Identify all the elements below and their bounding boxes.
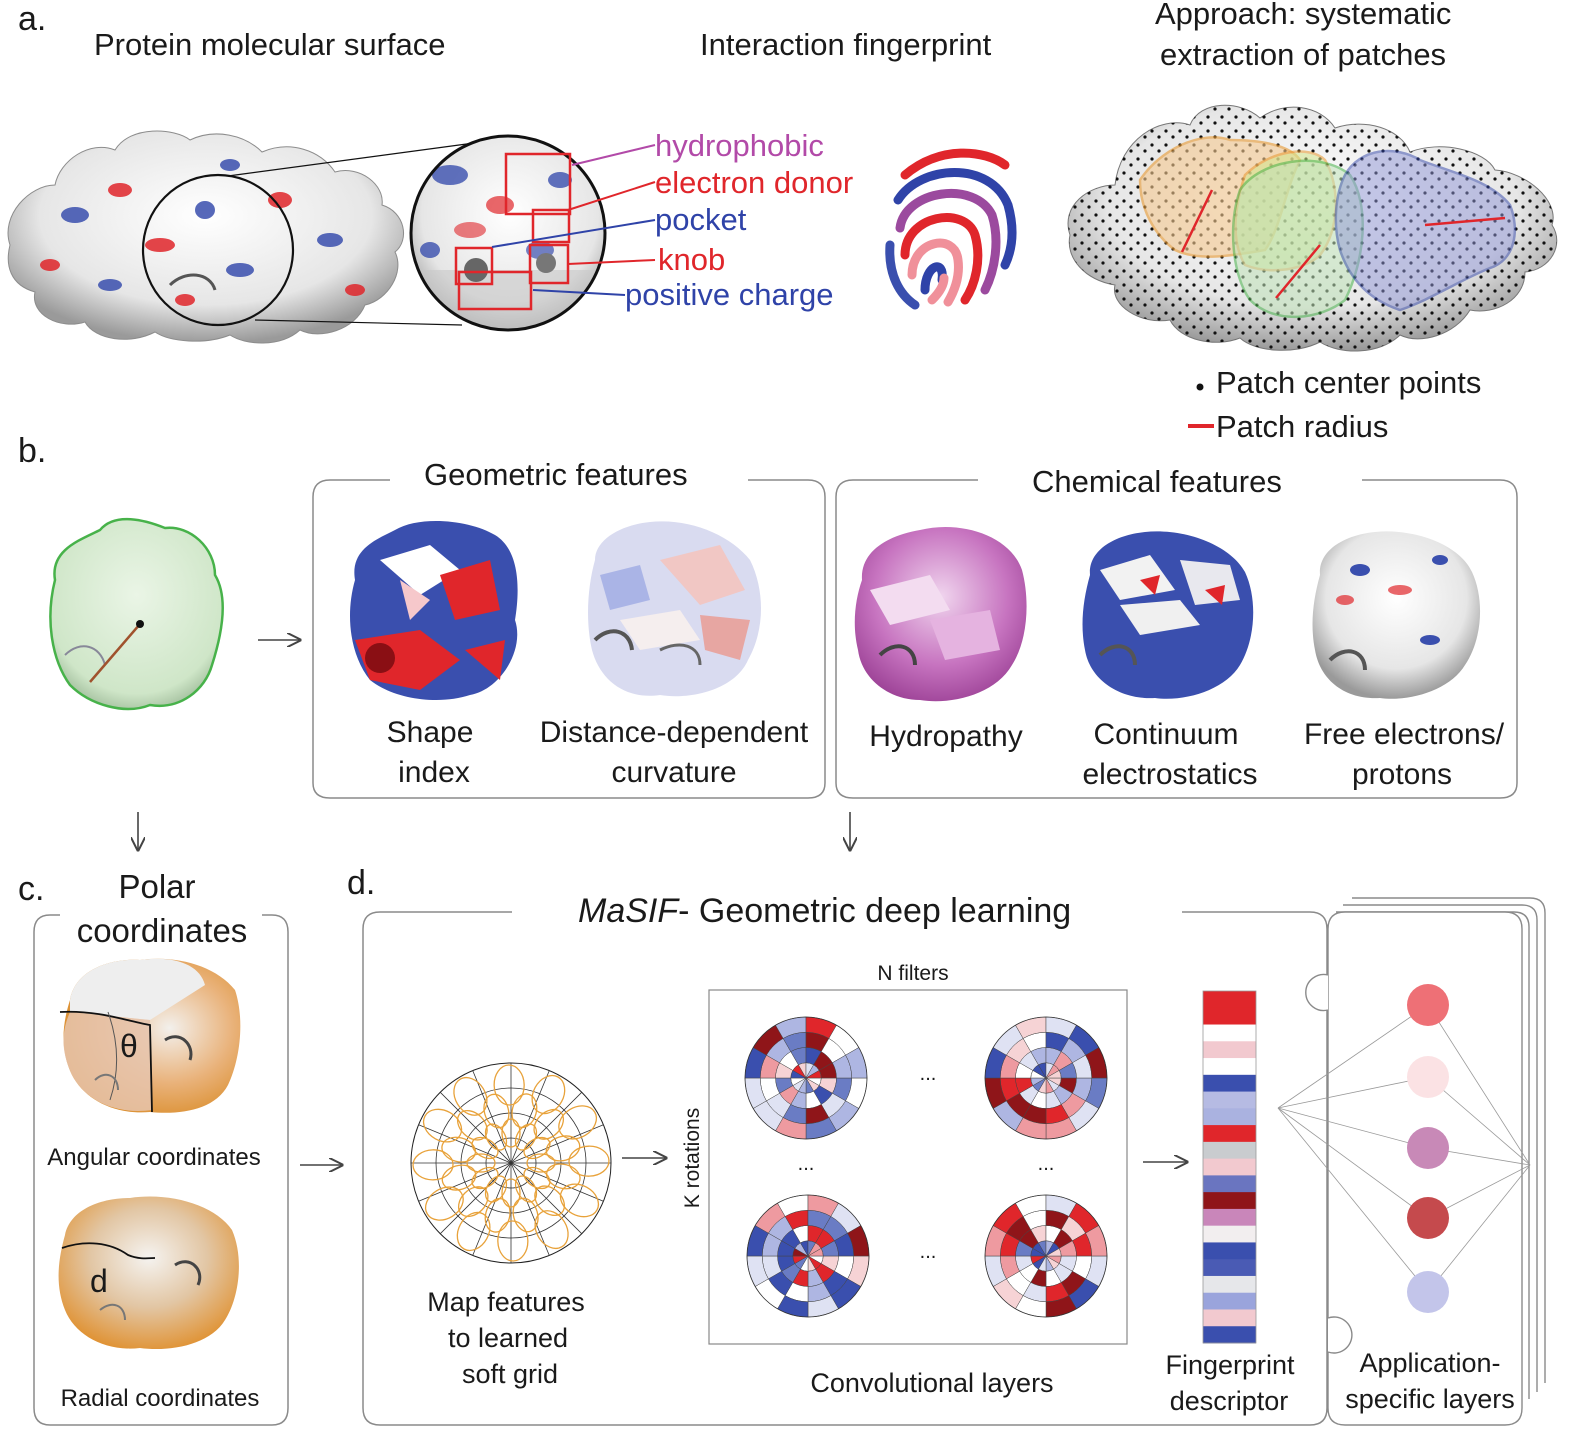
angular-coordinates-label: Angular coordinates [47, 1144, 260, 1171]
dots-bottom: ... [920, 1241, 937, 1263]
hydropathy-patch [854, 526, 1027, 702]
k-rotations-label: K rotations [681, 1108, 704, 1208]
polar-coordinates-box [33, 914, 289, 1426]
zoom-feature-labels: hydrophobic electron donor pocket knob p… [625, 128, 853, 312]
legend-radius: Patch radius [1216, 409, 1388, 444]
feature-hydropathy: Hydropathy [869, 720, 1022, 753]
conv-filters [744, 1016, 1108, 1318]
conv-layers-label: Convolutional layers [810, 1368, 1053, 1398]
chemical-features-box [835, 479, 1518, 799]
map-features-line2: to learned [448, 1323, 568, 1353]
label-knob: knob [658, 242, 725, 277]
shape-index-patch [350, 520, 518, 700]
masif-title-italic: MaSIF [578, 892, 680, 930]
chemical-features-title: Chemical features [1032, 464, 1282, 499]
polar-title-line1: Polar [118, 868, 195, 905]
radial-coordinates-illustration [58, 1196, 239, 1350]
label-positive-charge: positive charge [625, 277, 834, 312]
fingerprint-icon [885, 148, 1017, 310]
fingerprint-title: Interaction fingerprint [700, 27, 992, 62]
masif-title: MaSIF- Geometric deep learning [578, 892, 1071, 930]
feature-shape-index-line2: index [398, 756, 470, 789]
label-electron-donor: electron donor [655, 165, 853, 200]
masif-title-rest: - Geometric deep learning [678, 892, 1071, 930]
masif-box [362, 911, 1328, 1426]
surface-title: Protein molecular surface [94, 27, 446, 62]
feature-electrostatics-line2: electrostatics [1082, 758, 1257, 791]
legend-center-points: Patch center points [1216, 365, 1481, 400]
feature-captions: Shape index Distance-dependent curvature… [387, 716, 1505, 791]
application-layers-line1: Application- [1359, 1348, 1500, 1378]
panel-label-a: a. [18, 0, 46, 38]
panel-label-d: d. [347, 864, 375, 902]
free-electrons-patch [1312, 531, 1481, 699]
label-hydrophobic: hydrophobic [655, 128, 824, 163]
zoom-circle-illustration [409, 134, 656, 332]
feature-electrostatics-line1: Continuum [1093, 718, 1238, 751]
radial-coordinates-label: Radial coordinates [61, 1385, 260, 1412]
green-patch-illustration [49, 517, 224, 711]
application-layers-line2: specific layers [1345, 1384, 1515, 1414]
geometric-features-title: Geometric features [424, 457, 688, 492]
feature-curvature-line1: Distance-dependent [540, 716, 809, 749]
theta-symbol: θ [120, 1028, 138, 1064]
fingerprint-descriptor-line1: Fingerprint [1165, 1350, 1295, 1380]
approach-title-line2: extraction of patches [1160, 37, 1446, 72]
feature-free-electrons-line1: Free electrons/ [1304, 718, 1505, 751]
angular-coordinates-illustration [59, 958, 241, 1113]
fingerprint-descriptor-bar [1202, 990, 1257, 1344]
d-symbol: d [90, 1263, 108, 1299]
dots-left: ... [798, 1153, 815, 1175]
application-network [1277, 984, 1531, 1313]
approach-title-line1: Approach: systematic [1155, 0, 1451, 31]
electrostatics-patch [1082, 531, 1254, 699]
map-features-line1: Map features [427, 1287, 585, 1317]
soft-grid-illustration [410, 1062, 612, 1264]
curvature-patch [588, 521, 762, 697]
panel-label-c: c. [18, 870, 44, 908]
patch-extraction-illustration [1067, 104, 1558, 352]
label-pocket: pocket [655, 202, 747, 237]
feature-free-electrons-line2: protons [1352, 758, 1452, 791]
dots-right: ... [1038, 1153, 1055, 1175]
geometric-features-box [312, 479, 826, 799]
protein-surface-illustration [7, 130, 475, 344]
feature-shape-index-line1: Shape [387, 716, 474, 749]
map-features-line3: soft grid [462, 1359, 558, 1389]
panel-label-b: b. [18, 432, 46, 470]
feature-curvature-line2: curvature [611, 756, 736, 789]
polar-title-line2: coordinates [77, 912, 248, 949]
n-filters-label: N filters [877, 962, 948, 985]
dots-top: ... [920, 1063, 937, 1085]
patch-center-bullet [1196, 383, 1204, 391]
fingerprint-descriptor-line2: descriptor [1170, 1386, 1289, 1416]
